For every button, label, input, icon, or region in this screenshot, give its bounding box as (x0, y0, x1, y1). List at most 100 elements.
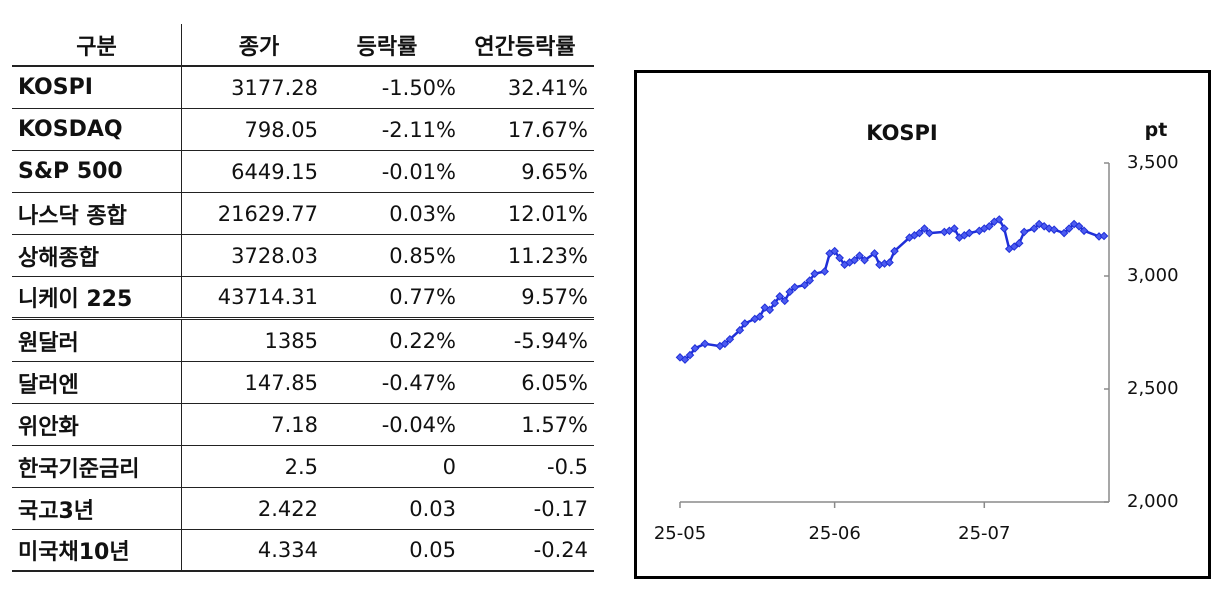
data-point (950, 224, 959, 233)
data-point (1014, 238, 1024, 248)
data-point (685, 350, 695, 360)
data-point (755, 312, 765, 321)
table-header-row: 구분 종가 등락률 연간등락률 (12, 24, 594, 67)
data-point (1099, 231, 1109, 241)
row-close: 4.334 (257, 538, 318, 562)
chart-title: KOSPI (866, 121, 938, 145)
data-point (775, 292, 785, 301)
row-ytd-change: 32.41% (507, 75, 588, 100)
row-change: 0.77% (389, 285, 456, 309)
row-close: 43714.31 (217, 285, 318, 309)
data-point (1074, 221, 1084, 231)
data-point (765, 305, 775, 315)
row-ytd-change: 9.65% (521, 159, 588, 184)
row-name: 위안화 (12, 404, 182, 445)
data-point (690, 344, 700, 353)
row-change: -0.01% (381, 159, 456, 184)
table-row: 원달러 1385 0.22% -5.94% (12, 320, 594, 362)
data-point (770, 298, 780, 308)
kospi-chart: KOSPI pt 2,000 2,500 3,000 3,500 25-05 25-06 2… (634, 70, 1211, 579)
x-tick-label: 25-07 (958, 523, 1010, 544)
data-point (830, 246, 839, 256)
data-point (925, 228, 934, 238)
x-tick-label: 25-06 (808, 523, 860, 544)
row-close: 6449.15 (231, 159, 318, 184)
market-summary-table: 구분 종가 등락률 연간등락률 KOSPI 3177.28 -1.50% 32.41%… (12, 24, 594, 572)
row-ytd-change: -0.24 (533, 538, 588, 562)
row-ytd-change: 1.57% (521, 412, 588, 437)
y-tick-label: 3,000 (1127, 265, 1179, 286)
data-point (860, 255, 869, 265)
row-close: 3728.03 (231, 243, 318, 268)
row-close: 147.85 (244, 370, 318, 395)
table-row: 한국기준금리 2.5 0 -0.5 (12, 446, 594, 488)
row-ytd-change: 6.05% (521, 370, 588, 395)
header-category: 구분 (12, 24, 182, 65)
row-change: 0.03 (409, 496, 456, 521)
table-row: 국고3년 2.422 0.03 -0.17 (12, 488, 594, 530)
table-row: 미국채10년 4.334 0.05 -0.24 (12, 530, 594, 572)
data-point (780, 296, 790, 306)
header-change: 등락률 (356, 34, 418, 60)
data-point (740, 319, 750, 328)
y-axis-unit-label: pt (1145, 119, 1168, 141)
row-name: 달러엔 (12, 362, 182, 403)
y-tick-label: 2,000 (1127, 491, 1179, 512)
data-point (835, 253, 844, 263)
row-change: 0.05 (409, 538, 456, 562)
row-name: 미국채10년 (12, 530, 182, 570)
table-row: 니케이 225 43714.31 0.77% 9.57% (12, 277, 594, 320)
row-name: 원달러 (12, 320, 182, 361)
data-point (680, 355, 690, 364)
x-tick-label: 25-05 (654, 523, 706, 544)
row-close: 2.422 (257, 496, 318, 521)
table-row: KOSPI 3177.28 -1.50% 32.41% (12, 67, 594, 109)
row-change: 0.85% (389, 243, 456, 268)
row-ytd-change: 9.57% (521, 285, 588, 309)
row-close: 7.18 (271, 412, 318, 437)
data-point (790, 282, 800, 292)
row-change: -0.47% (381, 370, 456, 395)
data-point (890, 246, 899, 256)
row-name: 상해종합 (12, 235, 182, 276)
row-ytd-change: -0.5 (547, 454, 588, 479)
data-point (920, 224, 929, 233)
table-body: KOSPI 3177.28 -1.50% 32.41% KOSDAQ 798.05 -2.1… (12, 67, 594, 572)
row-name: 국고3년 (12, 488, 182, 529)
row-ytd-change: -0.17 (533, 496, 588, 521)
data-point (720, 339, 730, 349)
data-point (855, 251, 864, 260)
data-point (735, 325, 745, 335)
data-point (725, 334, 735, 344)
row-change: -2.11% (381, 117, 456, 142)
data-point (800, 280, 810, 290)
row-name: 니케이 225 (12, 277, 182, 317)
row-close: 21629.77 (217, 201, 318, 226)
row-name: S&P 500 (12, 151, 182, 192)
data-point (1019, 227, 1029, 237)
row-close: 3177.28 (231, 75, 318, 100)
row-ytd-change: 11.23% (507, 243, 588, 268)
data-point (675, 353, 685, 362)
data-point (1009, 242, 1019, 251)
table-row: 나스닥 종합 21629.77 0.03% 12.01% (12, 193, 594, 235)
table-row: 상해종합 3728.03 0.85% 11.23% (12, 235, 594, 277)
row-change: 0.03% (389, 201, 456, 226)
chart-axes: 2,000 2,500 3,000 3,500 25-05 25-06 25-07 (654, 152, 1179, 544)
header-ytd-change: 연간등락률 (474, 34, 576, 60)
row-change: 0 (442, 454, 456, 479)
data-point (850, 255, 859, 265)
table-row: KOSDAQ 798.05 -2.11% 17.67% (12, 109, 594, 151)
data-point (870, 249, 879, 258)
row-change: -0.04% (381, 412, 456, 437)
row-change: -1.50% (381, 75, 456, 100)
chart-series (675, 215, 1109, 364)
data-point (1034, 219, 1044, 229)
data-point (1029, 224, 1039, 233)
data-point (885, 258, 894, 267)
row-name: KOSDAQ (12, 109, 182, 150)
data-point (810, 269, 819, 279)
row-change: 0.22% (389, 328, 456, 353)
data-point (984, 221, 994, 231)
